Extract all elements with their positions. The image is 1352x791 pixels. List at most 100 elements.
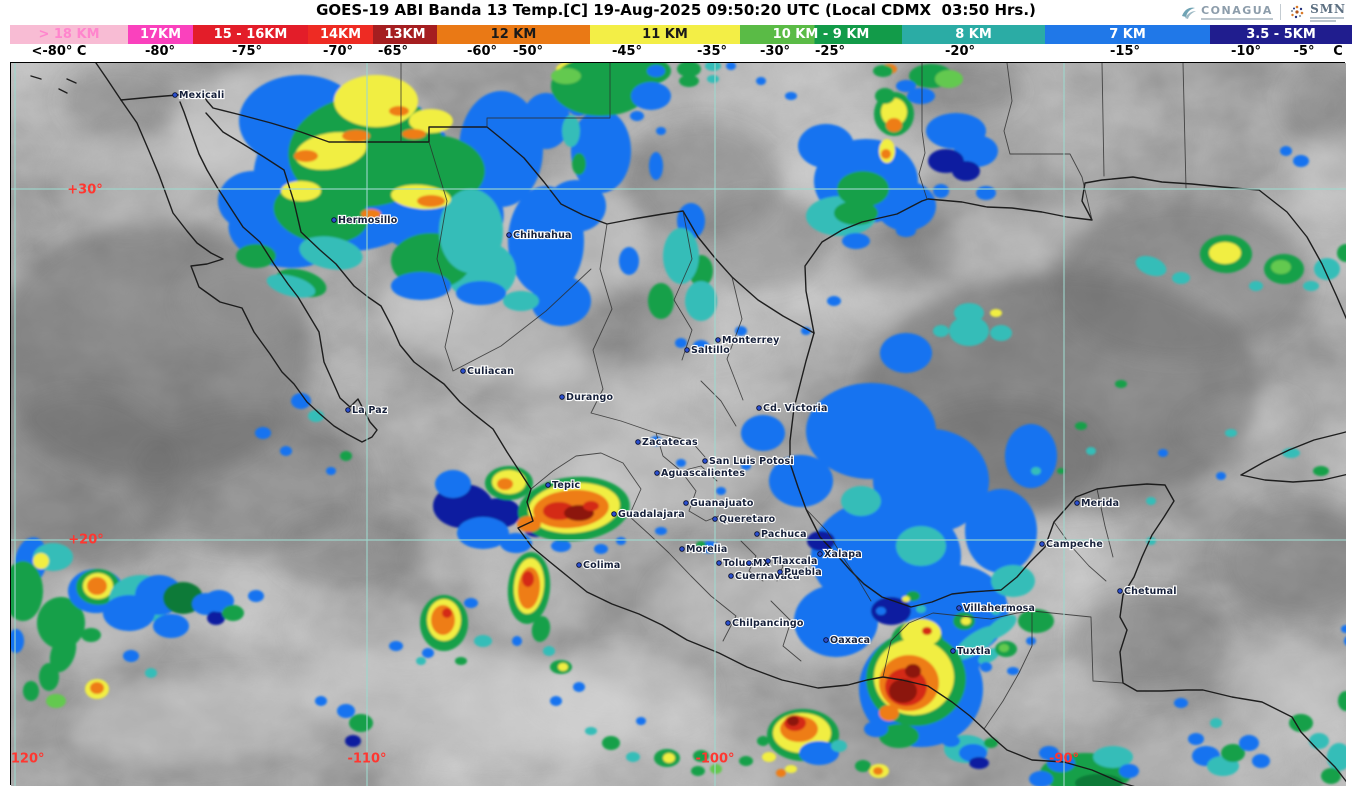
cloud-cell [222,605,244,621]
coastline [120,92,815,334]
mx-state-border [428,141,1124,730]
cloud-cell [1174,698,1188,708]
city-marker-icon [1117,588,1123,594]
legend-band: 17KM [128,25,193,44]
cloud-cell [255,427,271,439]
borders-layer [30,63,1346,786]
city-label: Morelia [686,544,727,555]
smn-logo: SMN [1288,2,1346,22]
cloud-cell [879,724,919,748]
cloud-cell [39,663,59,691]
cloud-cell [90,682,104,694]
cloud-cell [207,611,225,625]
city-marker-icon [746,560,752,566]
cloud-cell [81,628,101,642]
temperature-tick-label: -60° [467,44,497,59]
cloud-cell [990,325,1012,341]
grid-coordinate-label: -100° [695,752,734,767]
city-label: Guadalajara [618,509,685,520]
temperature-tick-label: -35° [697,44,727,59]
coastline [789,332,1346,783]
cloud-cell [1158,449,1168,457]
cloud-cell [340,451,352,461]
cloud-cell [543,646,555,656]
cloud-cell [236,244,276,268]
conagua-tagline-bar [1201,18,1274,20]
cloud-cell [631,82,671,110]
satellite-imagery-canvas: +30° +20° -120° -110° -100° -90° Mexicali Hermo… [11,63,1346,786]
city-label: Tlaxcala [772,556,818,567]
cloud-cell [1321,768,1341,784]
cloud-cell [707,75,719,83]
city-marker-icon [950,648,956,654]
cloud-cell [965,489,1037,573]
cloud-cell [281,181,321,201]
graticule-layer [11,63,1346,786]
cloud-cell [1252,754,1270,768]
cloud-cell [616,537,626,545]
cloud-cell [583,501,599,511]
city-label: Zacatecas [642,437,698,448]
cloud-cell [389,106,409,116]
satellite-map: +30° +20° -120° -110° -100° -90° Mexicali Hermo… [10,62,1346,786]
temperature-tick-label: -25° [815,44,845,59]
cloud-cell [864,721,888,737]
cloud-cell [954,303,984,323]
coastline [205,112,1136,786]
grid-coordinate-label: +30° [67,183,102,198]
city-marker-icon [460,368,466,374]
cloud-cell [503,291,539,311]
city-label: Durango [566,392,614,403]
cloud-shade-patch [71,674,331,768]
cloud-cell [1075,774,1123,786]
cloud-cell [391,272,451,300]
cloud-cell [1093,746,1133,768]
cloud-shade-patch [376,274,586,388]
cloud-cell [342,130,370,142]
cloud-cell [756,77,766,85]
title-bar: GOES-19 ABI Banda 13 Temp.[C] 19-Aug-202… [0,0,1352,24]
temperature-tick-label: C [1333,44,1343,59]
city-marker-icon [1074,500,1080,506]
cloud-cell [294,150,318,162]
cloud-cell [1115,380,1127,388]
cloud-cell [1314,258,1340,280]
cloud-cell [691,766,705,776]
cloud-cell [693,340,709,352]
cloud-cell [619,247,639,275]
cloud-cell [145,668,157,678]
cloud-cell [308,410,324,422]
cloud-cell [685,281,717,321]
cloud-shade-patch [841,211,961,291]
cloud-cell [933,184,949,198]
page-title: GOES-19 ABI Banda 13 Temp.[C] 19-Aug-202… [316,1,1036,19]
city-marker-icon [1039,541,1045,547]
legend-band: 11 KM [590,25,740,44]
cloud-cell [1005,424,1057,488]
temperature-tick-label: -45° [612,44,642,59]
cloud-cell [361,209,381,219]
cloud-cell [741,415,785,451]
conagua-wave-icon [1182,7,1197,19]
cloud-cell [696,541,706,549]
city-label: Monterrey [722,335,780,346]
city-label: Cd. Victoria [763,403,828,414]
coastline [30,75,77,94]
cloud-cell [280,446,292,456]
legend-band: 8 KM [902,25,1045,44]
legend-band: 7 KM [1045,25,1210,44]
city-label: Campeche [1046,539,1103,550]
cloud-cell [1119,764,1139,778]
cloud-cell [456,281,506,305]
cloud-cell [439,189,503,273]
cloud-cell [879,705,899,721]
city-label: San Luis Potosi [709,456,794,467]
city-marker-icon [654,470,660,476]
cloud-cell [648,283,674,319]
cloud-cell [705,63,721,71]
city-marker-icon [765,558,771,564]
cloud-cell [594,544,608,554]
smn-swirl-icon [1290,5,1304,19]
cloud-cell [23,681,39,701]
